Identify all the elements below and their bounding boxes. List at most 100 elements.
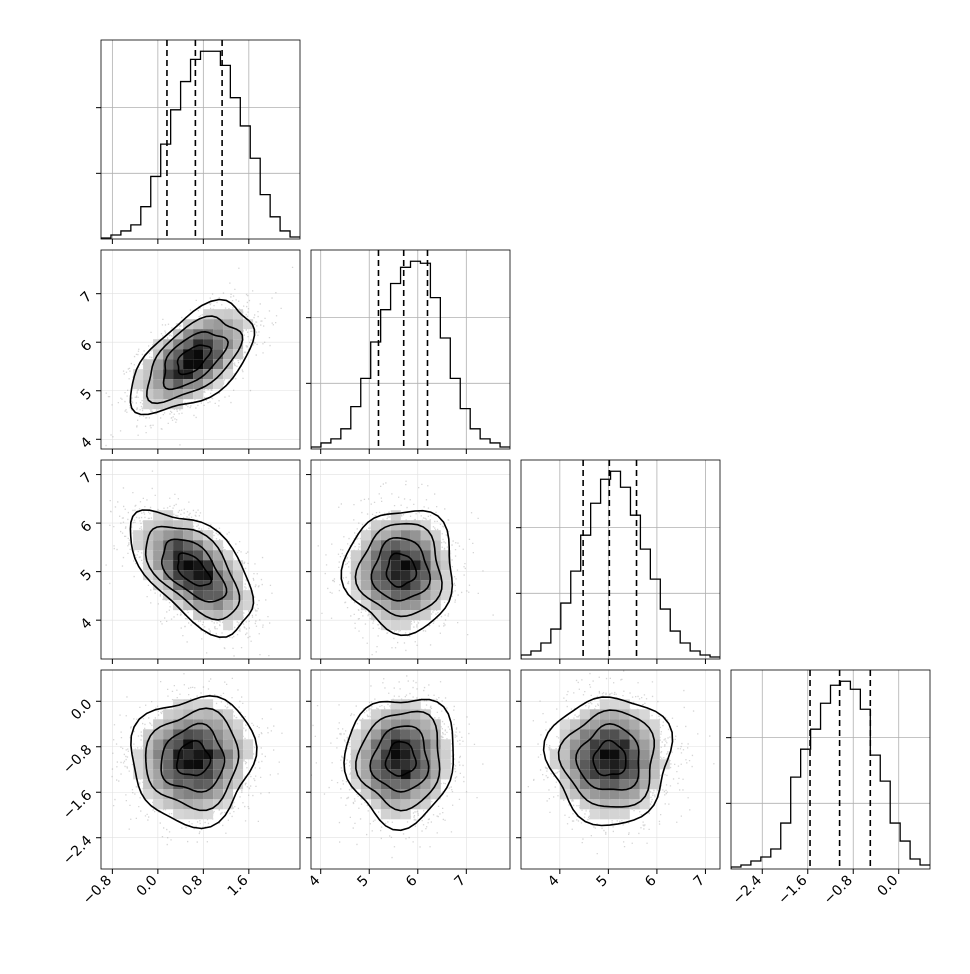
scatter-panel-1-0 [101,250,300,449]
density-cell [203,769,214,780]
contour-3-1-3 [343,698,454,832]
density-cell [183,520,194,531]
density-cell [390,510,401,521]
density-cell [203,349,214,360]
density-cell [599,769,610,780]
density-cell [360,560,371,571]
density-cell [233,719,244,730]
contour-2-0-2 [144,525,241,621]
density-cell [390,699,401,710]
density-cell [233,329,244,340]
density-cell [380,809,391,820]
density-cell [400,729,411,740]
density-cell [629,739,640,750]
density-cell [133,379,144,390]
density-cell [420,610,431,621]
contour-2-1-0 [385,552,418,588]
density-cell [430,570,441,581]
density-cell [233,349,244,360]
density-cell [203,359,214,370]
density-cell [203,319,214,330]
density-cell [163,709,174,720]
density-cell [599,759,610,770]
density-cell [350,739,361,750]
density-cell [380,799,391,810]
density-cell [370,729,381,740]
density-cell [193,550,204,561]
density-cell [183,319,194,330]
density-cell [440,550,451,561]
density-cell [193,799,204,810]
density-cell [350,560,361,571]
density-cell [639,729,650,740]
density-cell [133,749,144,760]
density-cell [163,540,174,551]
density-cell [173,540,184,551]
density-cell [183,580,194,591]
contour-3-1-2 [355,710,441,812]
contour-2-0-3 [129,509,255,639]
density-cell [133,540,144,551]
density-cell [619,709,630,720]
density-cell [430,590,441,601]
density-cell [390,729,401,740]
density-cell [629,749,640,760]
density-cell [153,339,164,350]
density-cell [420,590,431,601]
density-cell [410,610,421,621]
contour-3-0-3 [130,694,258,830]
density-cell [163,339,174,350]
density-cell [400,759,411,770]
density-cell [203,610,214,621]
density-cell [193,319,204,330]
contour-3-0-2 [144,707,240,812]
density-cell [223,799,234,810]
density-cell [649,759,660,770]
density-cell [649,719,660,730]
density-cell [609,759,620,770]
density-cell [599,799,610,810]
density-cell [559,779,570,790]
density-cell [213,540,224,551]
density-cell [143,389,154,400]
density-cell [143,570,154,581]
y-tick-label-3-3: 0.0 [68,696,95,723]
density-cell [233,769,244,780]
density-cell [153,399,164,410]
contour-1-0-0 [176,344,213,376]
density-cell [380,610,391,621]
density-cell [559,769,570,780]
scatter-frame-3-0 [100,669,301,870]
density-cell [213,590,224,601]
density-cell [223,590,234,601]
density-cell [609,779,620,790]
density-cell [233,729,244,740]
density-cell [183,809,194,820]
density-cell [599,739,610,750]
histogram-step-1 [311,260,510,449]
x-tick-label-0-0: −0.8 [80,873,115,908]
contour-3-2-1 [575,722,640,791]
density-cell [639,759,650,770]
density-cell [193,369,204,380]
density-cell [193,779,204,790]
histogram-frame-1 [310,249,511,450]
density-cell [143,540,154,551]
contour-3-2-2 [557,709,655,808]
density-cell [153,769,164,780]
density-cell [370,520,381,531]
density-cell [410,540,421,551]
density-cell [193,759,204,770]
density-cell [609,699,620,710]
density-cell [243,590,254,601]
scatter-panel-2-1 [311,460,510,659]
density-cell [360,580,371,591]
density-cell [193,349,204,360]
density-cell [153,729,164,740]
density-cell [143,520,154,531]
density-cell [213,329,224,340]
density-cell [360,600,371,611]
density-cell [599,699,610,710]
density-cell [233,319,244,330]
density-cell [629,789,640,800]
